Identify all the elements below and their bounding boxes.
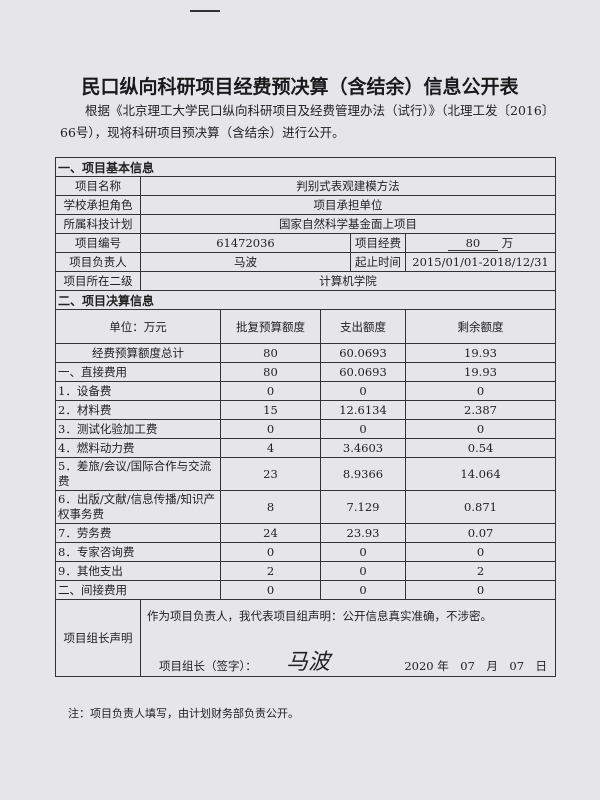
approved-amount: 4 bbox=[220, 438, 321, 458]
col-header: 支出额度 bbox=[320, 309, 406, 344]
budget-row: 9．其他支出 2 0 2 bbox=[55, 561, 557, 581]
budget-row: 5．差旅/会议/国际合作与交流费 23 8.9366 14.064 bbox=[55, 457, 557, 491]
project-fund: 80 万 bbox=[404, 233, 557, 253]
signature: 马波 bbox=[286, 650, 331, 675]
page-title: 民口纵向科研项目经费预决算（含结余）信息公开表 bbox=[81, 76, 519, 98]
budget-item: 7．劳务费 bbox=[55, 523, 221, 543]
budget-item: 4．燃料动力费 bbox=[55, 438, 221, 458]
spent-amount: 8.9366 bbox=[320, 457, 406, 491]
approved-amount: 0 bbox=[220, 381, 321, 401]
approved-amount: 0 bbox=[220, 542, 321, 562]
budget-row: 经费预算额度总计 80 60.0693 19.93 bbox=[55, 343, 557, 363]
statement-cell: 作为项目负责人，我代表项目组声明：公开信息真实准确，不涉密。 项目组长（签字）：… bbox=[139, 599, 557, 677]
approved-amount: 8 bbox=[220, 490, 321, 524]
sign-date: 2020 年 07 月 07 日 bbox=[404, 659, 548, 673]
remaining-amount: 0 bbox=[404, 419, 557, 439]
budget-item: 5．差旅/会议/国际合作与交流费 bbox=[55, 457, 221, 491]
budget-row: 二、间接费用 0 0 0 bbox=[55, 580, 557, 600]
project-period: 2015/01/01-2018/12/31 bbox=[404, 252, 557, 272]
remaining-amount: 2.387 bbox=[404, 400, 557, 420]
label: 项目名称 bbox=[55, 176, 141, 196]
budget-row: 7．劳务费 24 23.93 0.07 bbox=[55, 523, 557, 543]
budget-row: 6．出版/文献/信息传播/知识产权事务费 8 7.129 0.871 bbox=[55, 490, 557, 524]
budget-item: 9．其他支出 bbox=[55, 561, 221, 581]
approved-amount: 80 bbox=[220, 343, 321, 363]
budget-row: 4．燃料动力费 4 3.4603 0.54 bbox=[55, 438, 557, 458]
spent-amount: 7.129 bbox=[320, 490, 406, 524]
approved-amount: 23 bbox=[220, 457, 321, 491]
remaining-amount: 2 bbox=[404, 561, 557, 581]
spent-amount: 0 bbox=[320, 381, 406, 401]
school-role: 项目承担单位 bbox=[139, 195, 557, 215]
spent-amount: 0 bbox=[320, 561, 406, 581]
approved-amount: 80 bbox=[220, 362, 321, 382]
spent-amount: 60.0693 bbox=[320, 343, 406, 363]
remaining-amount: 0 bbox=[404, 542, 557, 562]
spent-amount: 0 bbox=[320, 542, 406, 562]
remaining-amount: 0 bbox=[404, 580, 557, 600]
label: 学校承担角色 bbox=[55, 195, 141, 215]
budget-item: 6．出版/文献/信息传播/知识产权事务费 bbox=[55, 490, 221, 524]
budget-row: 一、直接费用 80 60.0693 19.93 bbox=[55, 362, 557, 382]
budget-item: 8．专家咨询费 bbox=[55, 542, 221, 562]
budget-row: 2．材料费 15 12.6134 2.387 bbox=[55, 400, 557, 420]
spent-amount: 23.93 bbox=[320, 523, 406, 543]
spent-amount: 60.0693 bbox=[320, 362, 406, 382]
scan-mark bbox=[190, 10, 220, 12]
col-header: 单位：万元 bbox=[55, 309, 221, 344]
remaining-amount: 14.064 bbox=[404, 457, 557, 491]
remaining-amount: 0.871 bbox=[404, 490, 557, 524]
budget-item: 二、间接费用 bbox=[55, 580, 221, 600]
remaining-amount: 19.93 bbox=[404, 343, 557, 363]
spent-amount: 0 bbox=[320, 580, 406, 600]
label: 项目编号 bbox=[55, 233, 141, 253]
spent-amount: 12.6134 bbox=[320, 400, 406, 420]
budget-row: 1．设备费 0 0 0 bbox=[55, 381, 557, 401]
statement-label: 项目组长声明 bbox=[55, 599, 141, 677]
remaining-amount: 19.93 bbox=[404, 362, 557, 382]
approved-amount: 24 bbox=[220, 523, 321, 543]
label: 所属科技计划 bbox=[55, 214, 141, 234]
statement-text: 作为项目负责人，我代表项目组声明：公开信息真实准确，不涉密。 bbox=[147, 609, 492, 623]
label: 起止时间 bbox=[350, 252, 406, 272]
section-budget: 二、项目决算信息 bbox=[54, 290, 557, 310]
project-name: 判别式表观建模方法 bbox=[139, 176, 557, 196]
label: 项目负责人 bbox=[55, 252, 141, 272]
remaining-amount: 0 bbox=[404, 381, 557, 401]
budget-item: 经费预算额度总计 bbox=[55, 343, 221, 363]
project-id: 61472036 bbox=[140, 233, 351, 253]
budget-item: 2．材料费 bbox=[55, 400, 221, 420]
budget-item: 3．测试化验加工费 bbox=[55, 419, 221, 439]
department: 计算机学院 bbox=[139, 271, 557, 291]
approved-amount: 15 bbox=[220, 400, 321, 420]
spent-amount: 3.4603 bbox=[320, 438, 406, 458]
remaining-amount: 0.54 bbox=[404, 438, 557, 458]
col-header: 批复预算额度 bbox=[220, 309, 321, 344]
col-header: 剩余额度 bbox=[404, 309, 557, 344]
budget-row: 3．测试化验加工费 0 0 0 bbox=[55, 419, 557, 439]
spent-amount: 0 bbox=[320, 419, 406, 439]
label: 项目经费 bbox=[350, 233, 406, 253]
approved-amount: 2 bbox=[220, 561, 321, 581]
info-table: 一、项目基本信息 项目名称 判别式表观建模方法 学校承担角色 项目承担单位 所属科技… bbox=[54, 157, 557, 677]
footnote: 注：项目负责人填写，由计划财务部负责公开。 bbox=[68, 707, 299, 720]
remaining-amount: 0.07 bbox=[404, 523, 557, 543]
sign-label: 项目组长（签字）： bbox=[159, 659, 257, 673]
intro-paragraph: 根据《北京理工大学民口纵向科研项目及经费管理办法（试行）》（北理工发〔2016〕… bbox=[60, 103, 555, 140]
budget-item: 一、直接费用 bbox=[55, 362, 221, 382]
approved-amount: 0 bbox=[220, 580, 321, 600]
budget-item: 1．设备费 bbox=[55, 381, 221, 401]
approved-amount: 0 bbox=[220, 419, 321, 439]
tech-plan: 国家自然科学基金面上项目 bbox=[139, 214, 557, 234]
section-basic: 一、项目基本信息 bbox=[54, 157, 557, 177]
budget-row: 8．专家咨询费 0 0 0 bbox=[55, 542, 557, 562]
project-leader: 马波 bbox=[140, 252, 351, 272]
label: 项目所在二级 bbox=[55, 271, 141, 291]
